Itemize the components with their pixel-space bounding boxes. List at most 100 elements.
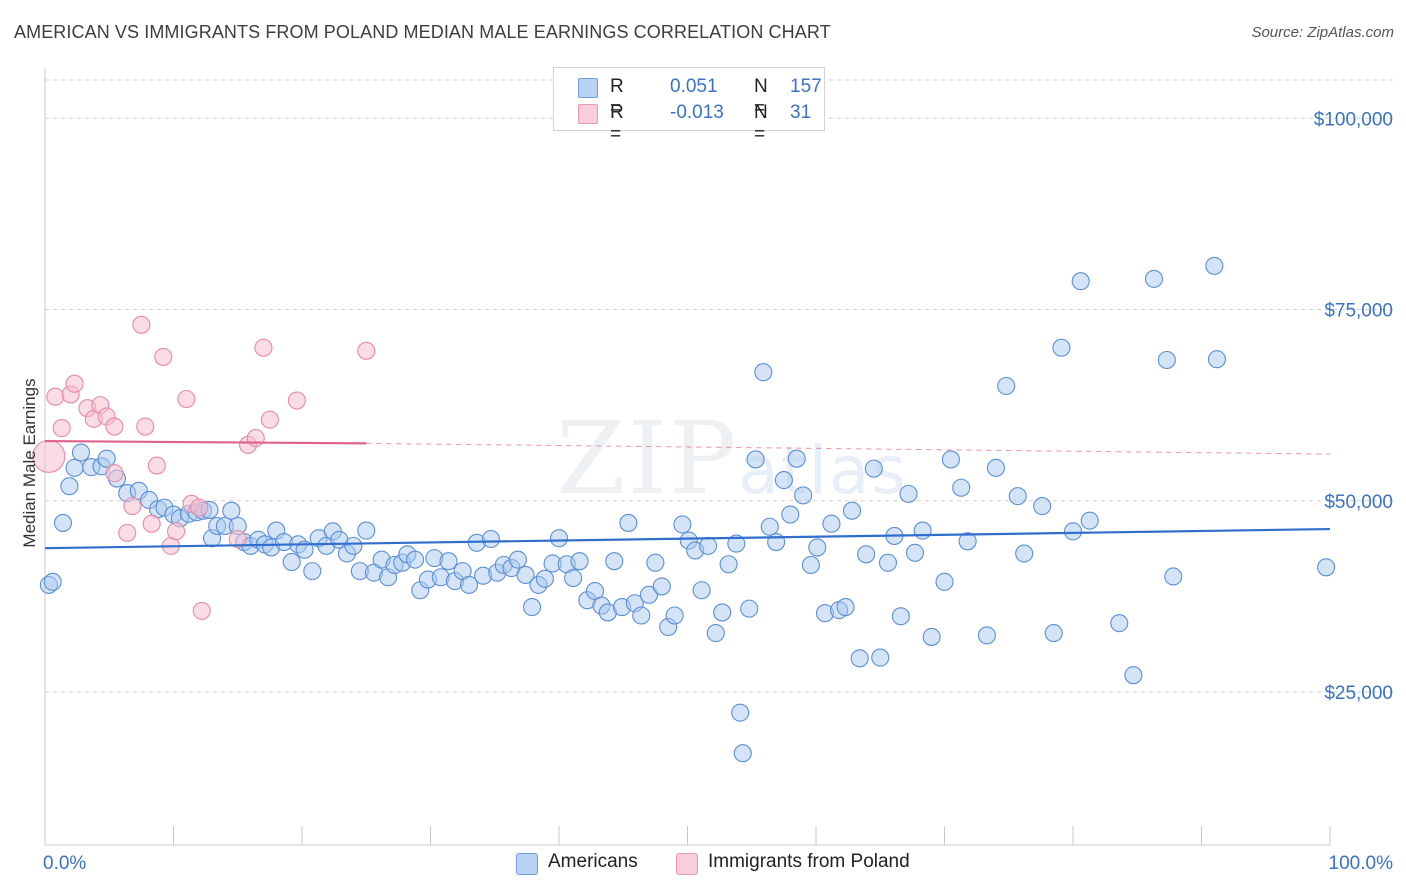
americans-point: [774, 471, 793, 490]
poland-point: [105, 464, 124, 483]
americans-point: [639, 585, 659, 604]
x-tick-label: 0.0%: [43, 853, 86, 874]
americans-point: [922, 627, 941, 646]
americans-point: [570, 552, 589, 571]
poland-point: [105, 417, 124, 436]
n-label: N =: [754, 102, 768, 145]
americans-point: [459, 575, 479, 594]
poland-point: [254, 338, 273, 357]
americans-point: [794, 486, 813, 505]
americans-point: [1071, 272, 1090, 291]
americans-point: [891, 607, 910, 626]
americans-point: [699, 536, 718, 555]
chart-title: AMERICAN VS IMMIGRANTS FROM POLAND MEDIA…: [14, 22, 831, 42]
r-value: -0.013: [670, 102, 724, 123]
americans-point: [941, 450, 960, 469]
americans-point: [652, 577, 671, 596]
poland-point: [147, 456, 166, 475]
americans-point: [481, 529, 500, 549]
americans-point: [605, 552, 624, 571]
y-tick-label: $100,000: [1314, 109, 1393, 130]
y-axis-title: Median Male Earnings: [20, 378, 39, 547]
americans-point: [754, 363, 773, 382]
poland-point: [177, 389, 196, 409]
americans-point: [1044, 624, 1063, 643]
americans-trend-line: [44, 527, 1331, 550]
americans-point: [1080, 511, 1099, 530]
americans-point: [997, 376, 1016, 396]
americans-point: [727, 534, 746, 553]
americans-point: [871, 648, 890, 667]
americans-point: [787, 449, 806, 468]
americans-point: [746, 450, 765, 469]
americans-point: [1164, 567, 1183, 586]
americans-point: [740, 599, 759, 618]
americans-point: [522, 598, 542, 617]
poland-trend-extension: [366, 442, 1331, 455]
poland-point: [167, 522, 186, 541]
americans-point: [905, 543, 924, 562]
americans-point: [1157, 350, 1176, 370]
americans-point: [1110, 614, 1129, 633]
americans-point: [1015, 544, 1034, 563]
axis-labels: $25,000 $50,000 $75,000 $100,000 0.0% 100.0% M…: [20, 109, 1393, 874]
americans-point: [977, 626, 996, 645]
americans-point: [781, 505, 800, 524]
americans-legend-label: Americans: [548, 851, 638, 872]
poland-point: [192, 601, 211, 620]
correlation-legend: R = 0.051 N = 157 R = -0.013 N = 31: [553, 67, 825, 145]
americans-point: [1144, 269, 1164, 288]
r-value: 0.051: [670, 76, 718, 97]
americans-point: [822, 514, 841, 533]
americans-point: [935, 572, 954, 591]
americans-point: [878, 553, 898, 572]
americans-point: [632, 606, 651, 625]
poland-point: [228, 529, 247, 549]
americans-point: [406, 550, 425, 569]
americans-point: [692, 581, 711, 600]
poland-point: [287, 391, 306, 410]
americans-point: [439, 552, 458, 571]
americans-point: [222, 501, 241, 520]
americans-point: [706, 624, 725, 643]
americans-point: [760, 517, 779, 536]
americans-point: [60, 477, 79, 496]
poland-point: [154, 347, 173, 366]
americans-point: [808, 538, 827, 557]
americans-point: [713, 603, 732, 622]
source-credit: Source: ZipAtlas.com: [1251, 24, 1394, 41]
americans-point: [801, 555, 820, 575]
r-label: R =: [610, 102, 624, 145]
americans-point: [1052, 338, 1071, 357]
americans-point: [357, 521, 376, 540]
poland-point: [142, 514, 161, 533]
americans-point: [53, 513, 73, 532]
americans-point: [1205, 256, 1224, 275]
poland-point: [246, 428, 265, 448]
y-tick-label: $75,000: [1324, 301, 1393, 322]
poland-point: [357, 341, 376, 360]
poland-point: [123, 497, 142, 516]
americans-point: [733, 744, 752, 763]
americans-point: [65, 458, 84, 477]
americans-point: [836, 598, 855, 617]
x-tick-label: 100.0%: [1329, 853, 1394, 874]
poland-point: [118, 523, 137, 542]
americans-point: [850, 649, 869, 668]
americans-point: [619, 513, 638, 532]
americans-point: [857, 545, 876, 564]
americans-point: [1008, 487, 1027, 506]
watermark-main: ZIP: [556, 400, 739, 517]
americans-point: [913, 521, 932, 540]
americans-legend-swatch: [516, 853, 538, 875]
americans-point: [1124, 666, 1143, 685]
trend-lines: [44, 439, 1331, 550]
n-value: 31: [790, 102, 812, 123]
americans-point: [899, 484, 918, 503]
poland-swatch: [578, 104, 598, 124]
americans-point: [958, 532, 977, 551]
poland-point: [260, 410, 279, 429]
poland-point: [65, 374, 84, 393]
grid-lines: [45, 79, 1395, 693]
poland-point: [52, 419, 71, 438]
